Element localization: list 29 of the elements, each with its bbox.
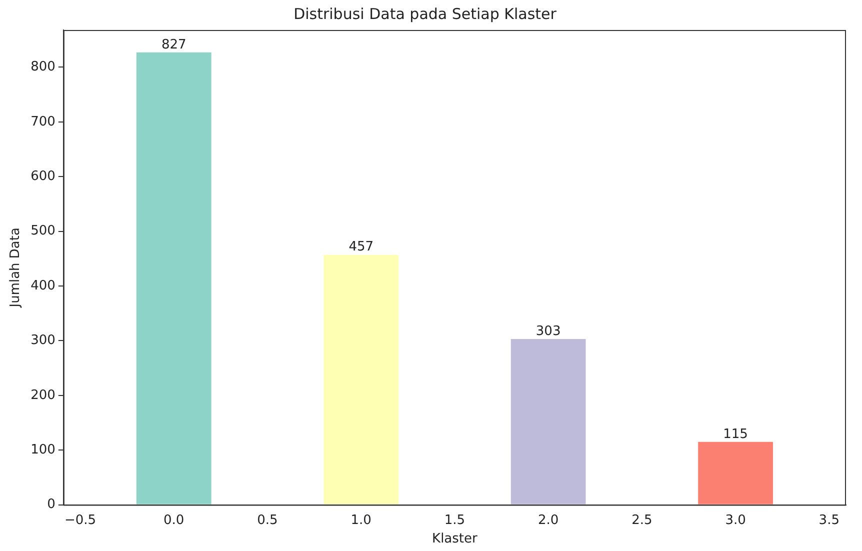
y-tick-label: 100 (30, 442, 56, 458)
y-tick-label: 600 (30, 168, 56, 184)
x-tick-label: 2.5 (632, 512, 652, 528)
x-tick-label: 0.5 (257, 512, 278, 528)
x-tick-label: −0.5 (64, 512, 96, 528)
data-label: 115 (723, 426, 748, 442)
y-tick-label: 200 (30, 388, 56, 403)
x-tick-label: 3.5 (818, 512, 840, 528)
y-tick-label: 500 (30, 224, 56, 239)
data-label: 303 (536, 324, 561, 339)
x-tick-label: 1.0 (350, 512, 372, 528)
bar (698, 442, 773, 504)
y-tick-label: 0 (47, 497, 56, 512)
bar (510, 339, 586, 504)
data-label: 827 (161, 37, 186, 52)
chart-title: Distribusi Data pada Setiap Klaster (294, 4, 558, 23)
x-tick-label: 1.5 (444, 512, 466, 528)
bar (136, 52, 212, 504)
y-tick-label: 800 (30, 60, 56, 75)
x-axis-title: Klaster (432, 532, 478, 547)
x-tick-label: 3.0 (725, 512, 746, 528)
y-axis-title: Jumlah Data (8, 228, 24, 308)
y-tick-label: 400 (30, 278, 56, 294)
x-tick-label: 0.0 (164, 512, 184, 528)
y-tick-label: 300 (30, 333, 56, 348)
bar (324, 254, 399, 504)
y-tick-label: 700 (30, 114, 56, 130)
data-label: 457 (348, 240, 374, 255)
x-tick-label: 2.0 (538, 512, 559, 528)
